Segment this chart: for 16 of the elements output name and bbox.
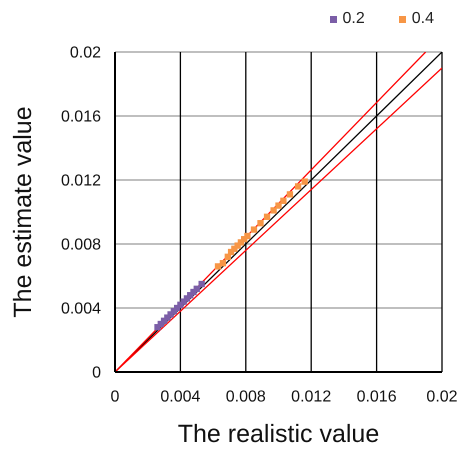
y-tick-label: 0.012 xyxy=(60,172,102,190)
x-axis-title: The realistic value xyxy=(178,420,380,448)
x-tick-label: 0.012 xyxy=(291,388,332,406)
y-tick-label: 0.004 xyxy=(60,300,102,318)
x-tick-label: 0.004 xyxy=(160,388,201,406)
y-tick-label: 0.008 xyxy=(60,236,102,254)
x-tick-label: 0.016 xyxy=(356,388,397,406)
y-tick-label: 0.016 xyxy=(60,108,102,126)
y-tick-label: 0.02 xyxy=(70,44,102,62)
y-axis-title: The estimate value xyxy=(8,106,37,318)
x-tick-label: 0.02 xyxy=(426,388,458,406)
legend-label: 0.2 xyxy=(342,10,365,28)
y-tick-label: 0 xyxy=(92,364,102,382)
legend-label: 0.4 xyxy=(412,10,434,28)
x-tick-label: 0.008 xyxy=(226,388,266,406)
x-tick-label: 0 xyxy=(110,388,120,406)
